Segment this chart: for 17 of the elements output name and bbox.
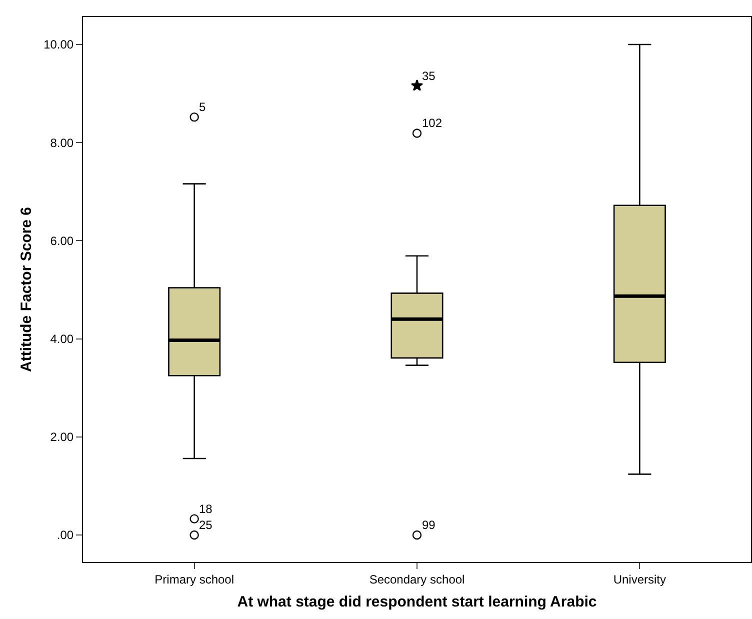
y-tick-label: 8.00: [50, 136, 74, 150]
annotation: 5: [199, 100, 206, 114]
x-tick-label: Secondary school: [369, 572, 465, 586]
annotation: 35: [422, 69, 436, 83]
y-tick-label: 10.00: [44, 38, 74, 52]
annotation: 99: [422, 518, 436, 532]
x-axis-title: At what stage did respondent start learning Arabic: [237, 593, 597, 610]
y-tick-label: 4.00: [50, 332, 74, 346]
y-tick-label: 2.00: [50, 430, 74, 444]
y-axis-title: Attitude Factor Score 6: [18, 206, 35, 372]
y-tick-label: .00: [56, 528, 74, 542]
y-tick-label: 6.00: [50, 234, 74, 248]
x-tick-label: Primary school: [154, 572, 234, 586]
x-tick-label: University: [613, 572, 666, 586]
annotation: 25: [199, 518, 213, 532]
annotation: 18: [199, 502, 213, 516]
annotation: 102: [422, 116, 442, 130]
